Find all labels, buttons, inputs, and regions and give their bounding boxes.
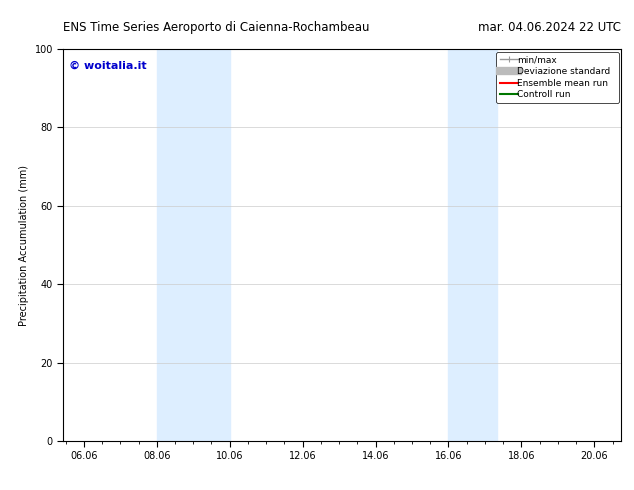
Legend: min/max, Deviazione standard, Ensemble mean run, Controll run: min/max, Deviazione standard, Ensemble m… (496, 52, 619, 103)
Bar (157, 49, 230, 441)
Bar (448, 49, 497, 441)
Text: © woitalia.it: © woitalia.it (69, 61, 146, 71)
Y-axis label: Precipitation Accumulation (mm): Precipitation Accumulation (mm) (19, 165, 29, 325)
Text: ENS Time Series Aeroporto di Caienna-Rochambeau: ENS Time Series Aeroporto di Caienna-Roc… (63, 21, 370, 34)
Text: mar. 04.06.2024 22 UTC: mar. 04.06.2024 22 UTC (478, 21, 621, 34)
